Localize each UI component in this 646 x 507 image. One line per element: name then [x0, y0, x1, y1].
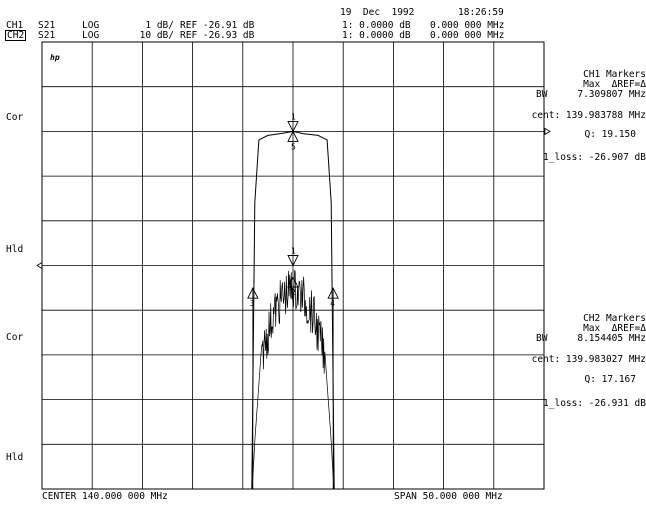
ch2-bw-value: 8.154405 MHz [577, 333, 646, 344]
side-label-cor-ch2: Cor [6, 332, 24, 343]
center-frequency: CENTER 140.000 000 MHz [42, 491, 168, 502]
marker-label: 3 [250, 299, 255, 308]
ch1-scale: 1 dB/ [145, 20, 174, 31]
ch1-marker-freq: 0.000 000 MHz [430, 20, 505, 31]
marker-label: 4 [330, 299, 335, 308]
reference-pointers [36, 127, 551, 270]
marker-label: 5 [291, 142, 296, 151]
ch1-trace [42, 130, 544, 490]
ch2-reference-pointer [36, 261, 43, 270]
span-frequency: SPAN 50.000 000 MHz [394, 491, 503, 502]
marker-ch1-5 [287, 130, 299, 142]
ch1-bw-label: BW [536, 89, 548, 100]
ch1-label[interactable]: CH1 [6, 20, 24, 31]
ch1-param: S21 [38, 20, 56, 31]
ch1-bw-value: 7.309807 MHz [577, 89, 646, 100]
ch2-markers-mode: Max ΔREF=Δ [583, 323, 646, 334]
ch2-marker-freq: 0.000 000 MHz [430, 30, 505, 41]
ch1-center-freq: cent: 139.983788 MHz [531, 110, 646, 121]
time: 18:26:59 [458, 7, 504, 18]
date: 19 Dec 1992 [340, 7, 415, 18]
marker-label: 1 [291, 247, 296, 256]
ch2-center-freq: cent: 139.983027 MHz [531, 354, 646, 365]
ch1-ref: REF -26.91 dB [180, 20, 255, 31]
ch1-markers-title: CH1 Markers [583, 69, 646, 80]
hp-logo: hp [50, 53, 60, 62]
ch2-format: LOG [82, 30, 100, 41]
ch1-marker-readout: 1: 0.0000 dB [342, 20, 411, 31]
graticule [41, 41, 545, 490]
side-label-hld-ch1: Hld [6, 244, 24, 255]
ch1-format: LOG [82, 20, 100, 31]
ch2-bw-label: BW [536, 333, 548, 344]
ch2-label[interactable]: CH2 [5, 30, 27, 41]
ch1-reference-pointer [544, 127, 551, 136]
ch2-trace [42, 269, 544, 490]
ch1-insertion-loss: 1_loss: -26.907 dB [543, 152, 646, 163]
traces [42, 130, 544, 490]
ch1-markers-mode: Max ΔREF=Δ [583, 79, 646, 90]
ch2-q-value: Q: 17.167 [584, 374, 636, 385]
marker-ch1-1 [287, 120, 299, 133]
ch2-insertion-loss: 1_loss: -26.931 dB [543, 398, 646, 409]
ch2-marker-readout: 1: 0.0000 dB [342, 30, 411, 41]
ch2-ref: REF -26.93 dB [180, 30, 255, 41]
marker-label: 1 [291, 112, 296, 121]
ch2-markers-title: CH2 Markers [583, 313, 646, 324]
side-label-cor-ch1: Cor [6, 112, 24, 123]
ch1-q-value: Q: 19.150 [584, 129, 636, 140]
markers: 1 5 1 2 3 4 [247, 112, 339, 489]
side-label-hld-ch2: Hld [6, 452, 24, 463]
marker-label: 2 [291, 288, 296, 297]
ch2-scale: 10 dB/ [139, 30, 174, 41]
marker-ch2-2 [287, 275, 299, 288]
marker-ch2-1 [287, 255, 299, 267]
ch2-param: S21 [38, 30, 56, 41]
